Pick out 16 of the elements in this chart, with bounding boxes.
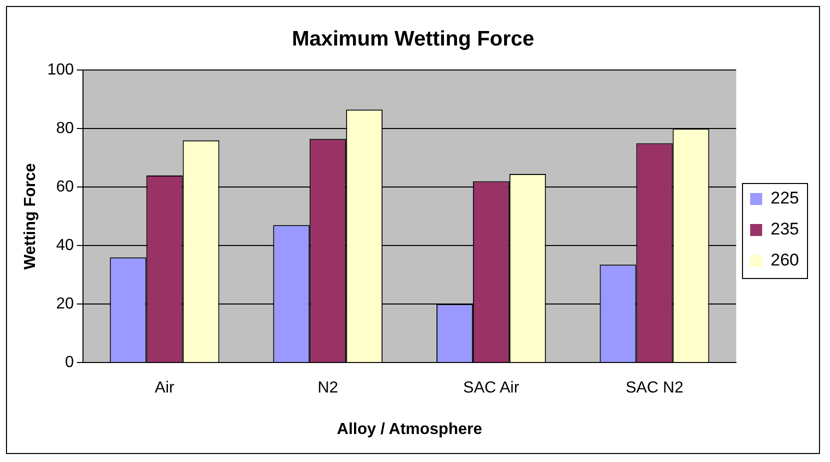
y-tick-label: 60	[56, 178, 74, 196]
y-tick-label: 20	[56, 296, 74, 313]
x-axis-title: Alloy / Atmosphere	[336, 420, 482, 438]
y-tick-label: 80	[56, 120, 74, 138]
y-tick-label: 0	[64, 354, 74, 372]
y-axis-title: Wetting Force	[22, 163, 40, 270]
x-tick-label: SAC Air	[463, 380, 520, 397]
x-tick-label: SAC N2	[626, 380, 684, 397]
y-tick-label: 40	[56, 237, 74, 254]
legend-label: 260	[770, 250, 800, 270]
x-tick-label: Air	[154, 380, 175, 397]
legend-label: 225	[770, 188, 800, 208]
y-tick-label: 100	[47, 62, 74, 79]
chart-title: Maximum Wetting Force	[292, 27, 534, 50]
legend-label: 235	[770, 220, 800, 239]
x-tick-label: N2	[318, 380, 338, 397]
